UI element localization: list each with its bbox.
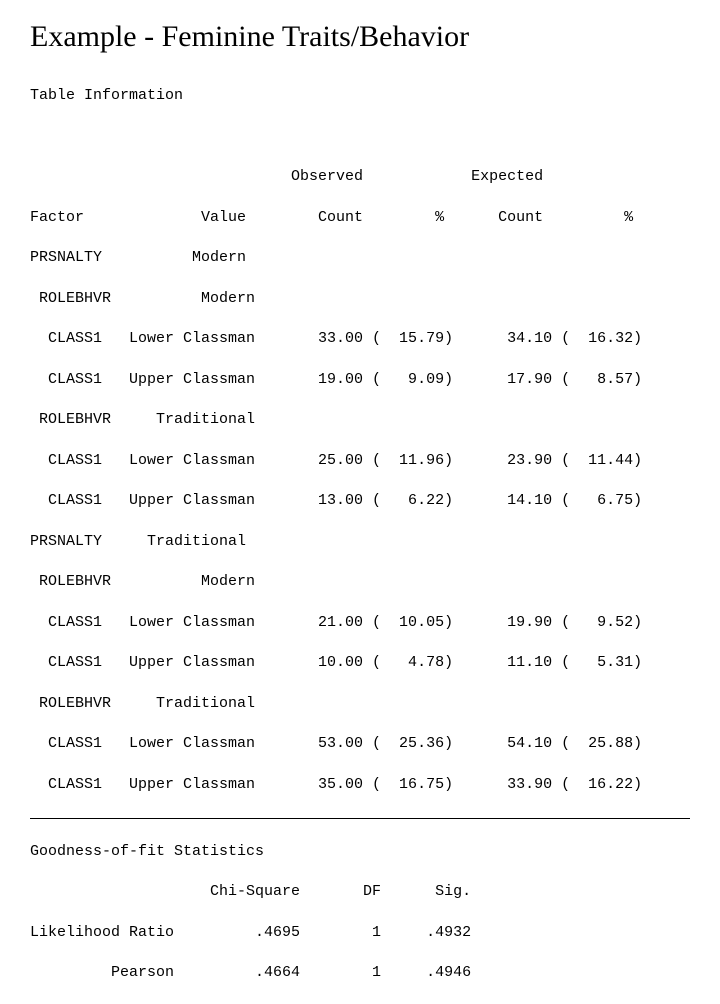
header-row-2: Factor Value Count % Count % bbox=[30, 208, 690, 228]
table-row: PRSNALTY Modern bbox=[30, 248, 690, 268]
gof-row: Likelihood Ratio .4695 1 .4932 bbox=[30, 923, 690, 943]
table-row: ROLEBHVR Traditional bbox=[30, 694, 690, 714]
table-row: CLASS1 Lower Classman 33.00 ( 15.79) 34.… bbox=[30, 329, 690, 349]
table-row: CLASS1 Upper Classman 10.00 ( 4.78) 11.1… bbox=[30, 653, 690, 673]
gof-title: Goodness-of-fit Statistics bbox=[30, 842, 690, 862]
table-info-label: Table Information bbox=[30, 86, 690, 106]
table-row: CLASS1 Lower Classman 53.00 ( 25.36) 54.… bbox=[30, 734, 690, 754]
table-row: CLASS1 Upper Classman 35.00 ( 16.75) 33.… bbox=[30, 775, 690, 795]
table-row: CLASS1 Upper Classman 13.00 ( 6.22) 14.1… bbox=[30, 491, 690, 511]
table-row: CLASS1 Upper Classman 19.00 ( 9.09) 17.9… bbox=[30, 370, 690, 390]
blank-row bbox=[30, 127, 690, 147]
table-row: CLASS1 Lower Classman 25.00 ( 11.96) 23.… bbox=[30, 451, 690, 471]
page-title: Example - Feminine Traits/Behavior bbox=[30, 20, 690, 54]
table-row: ROLEBHVR Traditional bbox=[30, 410, 690, 430]
divider bbox=[30, 816, 690, 819]
stats-table: Table Information Observed Expected Fact… bbox=[30, 66, 690, 1004]
table-row: ROLEBHVR Modern bbox=[30, 572, 690, 592]
table-row: ROLEBHVR Modern bbox=[30, 289, 690, 309]
gof-header: Chi-Square DF Sig. bbox=[30, 882, 690, 902]
table-row: PRSNALTY Traditional bbox=[30, 532, 690, 552]
table-row: CLASS1 Lower Classman 21.00 ( 10.05) 19.… bbox=[30, 613, 690, 633]
gof-row: Pearson .4664 1 .4946 bbox=[30, 963, 690, 983]
header-row-1: Observed Expected bbox=[30, 167, 690, 187]
